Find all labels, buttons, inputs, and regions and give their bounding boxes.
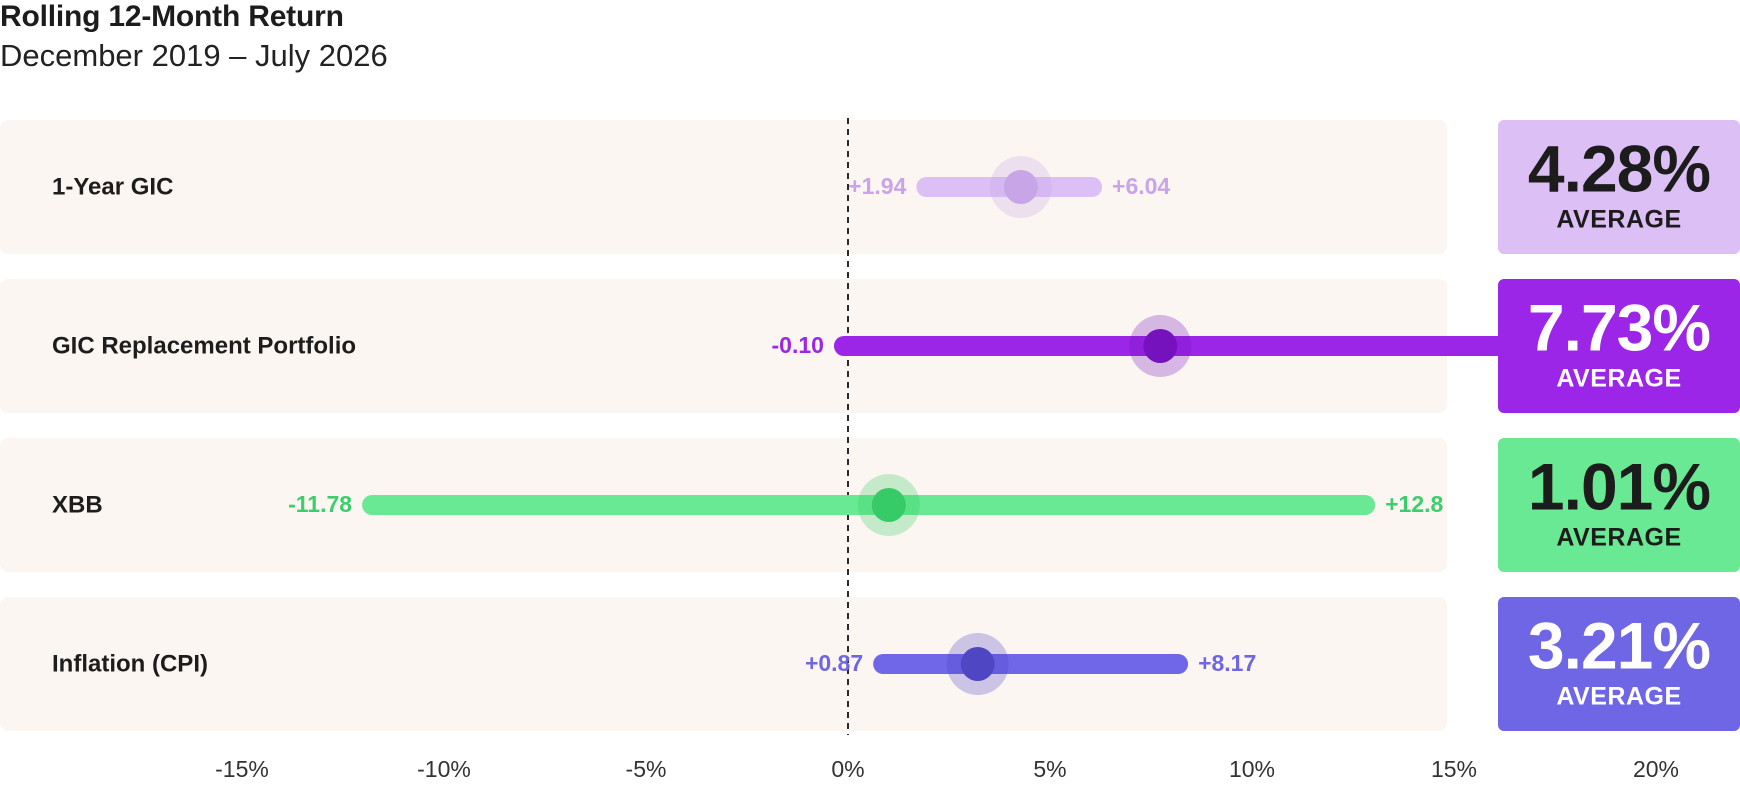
x-tick-label: -10% [417,756,471,782]
series-label: GIC Replacement Portfolio [52,332,356,359]
x-tick-label: 10% [1229,756,1275,782]
series-label: Inflation (CPI) [52,650,208,677]
average-marker [1143,329,1178,363]
row-background [0,120,1447,254]
series-label: XBB [52,491,103,518]
average-caption: AVERAGE [1556,524,1681,552]
min-label: +1.94 [848,173,906,199]
min-label: +0.87 [805,650,863,676]
series-label: 1-Year GIC [52,173,173,200]
min-label: -0.10 [772,332,824,358]
average-caption: AVERAGE [1556,365,1681,393]
max-label: +6.04 [1112,173,1170,199]
average-value: 1.01% [1528,449,1710,523]
average-caption: AVERAGE [1556,683,1681,711]
average-box [1498,120,1740,254]
average-value: 7.73% [1528,290,1710,364]
x-tick-label: -15% [215,756,269,782]
x-tick-label: 20% [1633,756,1679,782]
x-tick-label: 5% [1033,756,1066,782]
x-tick-label: 0% [831,756,864,782]
average-box [1498,438,1740,572]
average-marker [960,647,995,681]
max-label: +8.17 [1198,650,1256,676]
average-box [1498,597,1740,731]
average-marker [871,488,906,522]
average-caption: AVERAGE [1556,206,1681,234]
x-tick-label: -5% [626,756,667,782]
max-label: +12.8 [1385,491,1443,517]
average-marker [1003,170,1038,204]
row-background [0,279,1447,413]
x-tick-label: 15% [1431,756,1477,782]
average-box [1498,279,1740,413]
row-background [0,597,1447,731]
chart-subtitle: December 2019 – July 2026 [0,38,388,73]
min-label: -11.78 [288,491,352,517]
average-value: 3.21% [1528,608,1710,682]
chart-title: Rolling 12-Month Return [0,0,344,33]
average-value: 4.28% [1528,131,1710,205]
